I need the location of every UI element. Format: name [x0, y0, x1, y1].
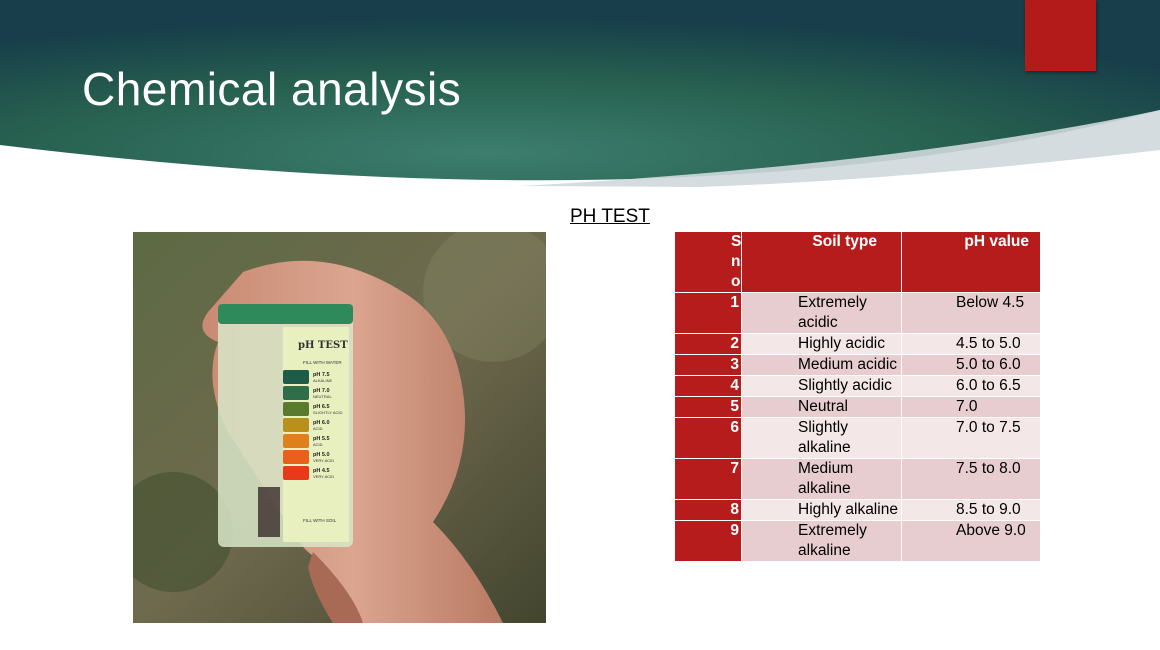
ph-swatch-desc: VERY ACID [313, 474, 334, 479]
ph-swatch [283, 434, 309, 448]
ph-swatch-label: pH 6.0 [313, 420, 330, 426]
ph-swatch [283, 386, 309, 400]
table-row: 8 Highly alkaline 8.5 to 9.0 [674, 499, 1041, 521]
ph-swatch [283, 402, 309, 416]
fill-soil-label: FILL WITH SOIL [303, 518, 337, 523]
ph-swatch-label: pH 7.0 [313, 388, 330, 394]
ph-swatch-desc: ACID [313, 442, 323, 447]
header-ph-value: pH value [901, 231, 1041, 293]
ph-swatch-desc: ACID [313, 426, 323, 431]
header-soil-type: Soil type [741, 231, 902, 293]
table-row: 3 Medium acidic 5.0 to 6.0 [674, 354, 1041, 376]
table-row: 9 Extremely alkaline Above 9.0 [674, 520, 1041, 562]
fill-water-label: FILL WITH WATER [303, 360, 342, 365]
ph-table: Sno Soil type pH value 1 Extremely acidic… [674, 231, 1041, 562]
ph-swatch-label: pH 5.5 [313, 436, 330, 442]
table-row: 2 Highly acidic 4.5 to 5.0 [674, 333, 1041, 355]
title-banner [0, 0, 1160, 187]
device-label: pH TEST [298, 340, 348, 351]
ph-swatch-desc: NEUTRAL [313, 394, 332, 399]
table-row: 7 Medium alkaline 7.5 to 8.0 [674, 458, 1041, 500]
ph-swatch [283, 370, 309, 384]
ph-swatch-label: pH 5.0 [313, 452, 330, 458]
ph-swatch-label: pH 7.5 [313, 372, 330, 378]
table-header-row: Sno Soil type pH value [674, 231, 1041, 293]
ph-swatch-desc: SLIGHTLY ACID [313, 410, 343, 415]
ph-swatch [283, 466, 309, 480]
table-row: 6 Slightly alkaline 7.0 to 7.5 [674, 417, 1041, 459]
ph-swatch-desc: VERY ACID [313, 458, 334, 463]
ph-swatch-desc: ALKALINE [313, 378, 332, 383]
ph-swatch-label: pH 6.5 [313, 404, 330, 410]
header-sno: Sno [674, 231, 742, 293]
accent-square [1025, 0, 1096, 71]
slide-title: Chemical analysis [82, 63, 462, 115]
table-row: 5 Neutral 7.0 [674, 396, 1041, 418]
ph-swatch [283, 418, 309, 432]
section-heading: PH TEST [570, 206, 650, 227]
ph-swatch-label: pH 4.5 [313, 468, 330, 474]
ph-swatch [283, 450, 309, 464]
table-row: 1 Extremely acidic Below 4.5 [674, 292, 1041, 334]
table-row: 4 Slightly acidic 6.0 to 6.5 [674, 375, 1041, 397]
